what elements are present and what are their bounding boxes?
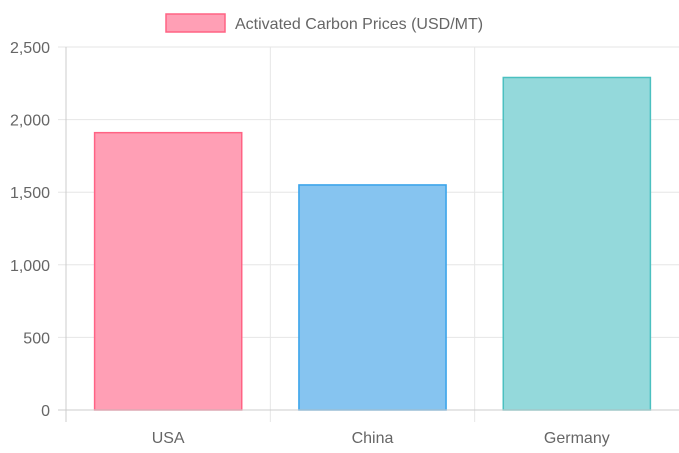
legend[interactable]: Activated Carbon Prices (USD/MT) [165,13,483,33]
x-tick-label: USA [152,430,185,447]
y-tick-label: 0 [41,403,50,420]
bar-china[interactable] [298,184,447,411]
y-tick-label: 1,000 [10,258,50,275]
x-axis-ticks: USA China Germany [152,430,610,447]
y-tick-label: 2,500 [10,40,50,57]
x-tick-label: Germany [544,430,610,447]
y-tick-label: 2,000 [10,113,50,130]
y-tick-label: 500 [23,330,50,347]
y-tick-label: 1,500 [10,185,50,202]
y-axis-ticks: 0 500 1,000 1,500 2,000 2,500 [10,40,50,420]
bars [93,76,652,411]
legend-swatch [165,13,226,33]
legend-label: Activated Carbon Prices (USD/MT) [235,16,483,33]
axes [58,47,679,422]
bar-germany[interactable] [502,76,652,411]
bar-usa[interactable] [93,131,243,411]
x-tick-label: China [352,430,394,447]
